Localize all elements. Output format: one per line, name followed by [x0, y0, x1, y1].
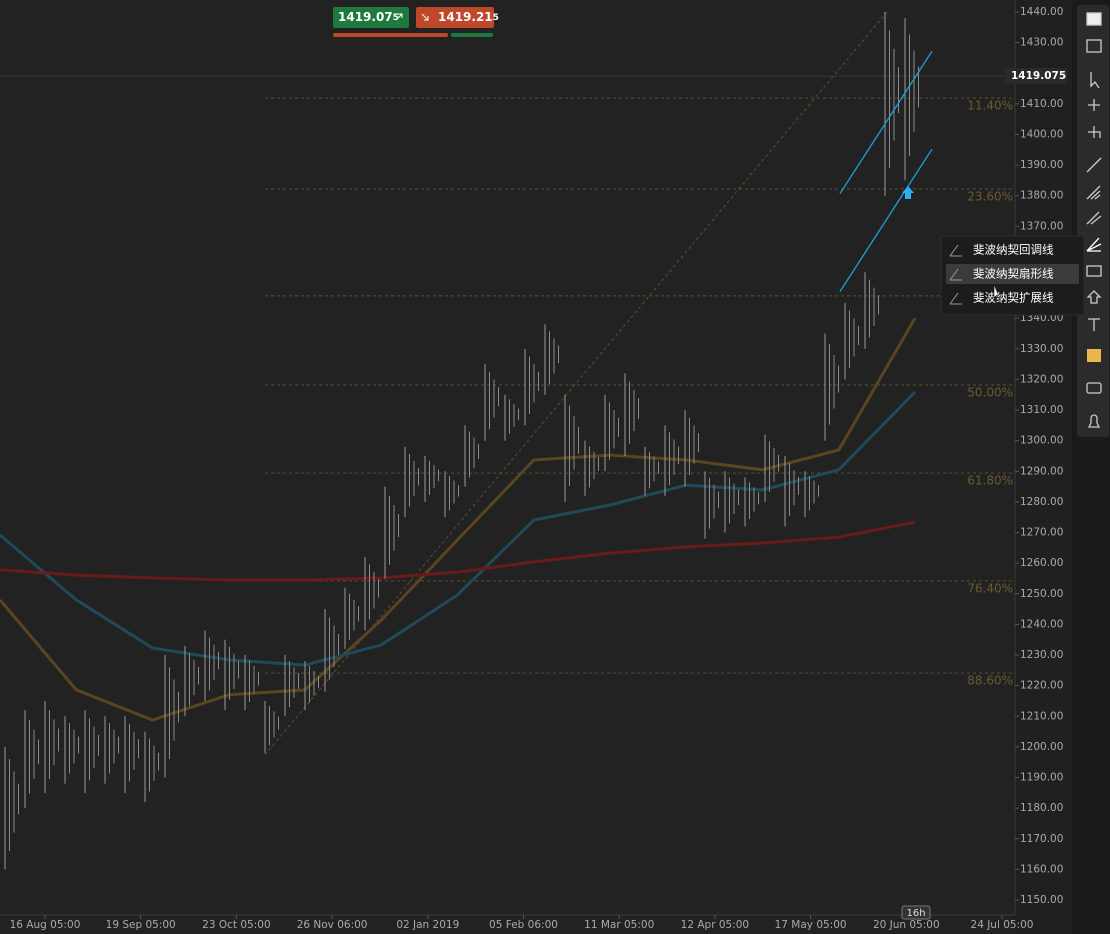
fib-label: 76.40%	[967, 581, 1013, 595]
icon-pitchfork[interactable]	[1086, 211, 1102, 225]
y-tick-label: 1310.00	[1020, 404, 1063, 416]
icon-alert[interactable]	[1087, 414, 1101, 428]
fib-label: 88.60%	[967, 674, 1013, 688]
y-tick-label: 1330.00	[1020, 343, 1063, 355]
moving-average	[0, 390, 917, 667]
x-tick-label: 23 Oct 05:00	[202, 919, 270, 931]
x-tick-label: 16 Aug 05:00	[10, 919, 81, 931]
sell-bar	[333, 33, 448, 37]
ask-main: 1419.21	[438, 10, 493, 24]
x-tick-label: 12 Apr 05:00	[681, 919, 749, 931]
menu-icon	[949, 292, 962, 305]
menu-item[interactable]: 斐波纳契扩展线	[973, 291, 1054, 305]
ask-box[interactable]	[416, 7, 494, 28]
y-tick-label: 1200.00	[1020, 741, 1063, 753]
time-marker-box	[901, 905, 931, 920]
y-tick-label: 1240.00	[1020, 618, 1063, 630]
fib-label: 50.00%	[967, 385, 1013, 399]
icon-line[interactable]	[1086, 157, 1102, 173]
x-tick-label: 05 Feb 06:00	[489, 919, 558, 931]
icon-camera[interactable]	[1086, 382, 1102, 394]
y-tick-label: 1380.00	[1020, 190, 1063, 202]
y-tick-label: 1150.00	[1020, 894, 1063, 906]
y-tick-label: 1180.00	[1020, 802, 1063, 814]
toolbar-icons[interactable]	[1086, 12, 1102, 428]
y-tick-label: 1440.00	[1020, 6, 1063, 18]
signal-arrow	[902, 186, 914, 199]
y-tick-label: 1260.00	[1020, 557, 1063, 569]
current-price-label: 1419.075	[1011, 70, 1066, 82]
icon-crosshair[interactable]	[1088, 99, 1100, 111]
menu-item[interactable]: 斐波纳契扇形线	[973, 267, 1054, 281]
fib-label: 23.60%	[967, 189, 1013, 203]
bid-main: 1419.07	[338, 10, 393, 24]
icon-window[interactable]	[1086, 12, 1102, 26]
plot: 1440.001430.001420.001410.001400.001390.…	[0, 6, 1063, 931]
x-tick-label: 24 Jul 05:00	[971, 919, 1034, 931]
icon-channel[interactable]	[1086, 185, 1101, 200]
menu-highlight	[946, 264, 1079, 284]
moving-average	[0, 317, 917, 722]
buy-bar	[451, 33, 493, 37]
y-tick-label: 1250.00	[1020, 588, 1063, 600]
moving-average	[0, 520, 916, 582]
y-tick-label: 1280.00	[1020, 496, 1063, 508]
y-tick-label: 1190.00	[1020, 772, 1063, 784]
icon-cursor[interactable]	[1090, 72, 1100, 89]
icon-fib[interactable]	[1086, 237, 1102, 252]
menu-item[interactable]: 斐波纳契回调线	[973, 243, 1054, 257]
icon-note[interactable]	[1087, 349, 1101, 362]
y-tick-label: 1300.00	[1020, 435, 1063, 447]
y-tick-label: 1400.00	[1020, 128, 1063, 140]
up-icon	[395, 13, 403, 21]
y-tick-label: 1270.00	[1020, 527, 1063, 539]
y-tick-label: 1160.00	[1020, 863, 1063, 875]
x-tick-label: 26 Nov 06:00	[297, 919, 368, 931]
bid-pip: 5	[393, 13, 399, 23]
price-axis	[1015, 0, 1072, 934]
y-tick-label: 1410.00	[1020, 98, 1063, 110]
x-tick-label: 02 Jan 2019	[396, 919, 459, 931]
x-tick-label: 17 May 05:00	[775, 919, 847, 931]
y-tick-label: 1210.00	[1020, 710, 1063, 722]
icon-text[interactable]	[1088, 318, 1100, 331]
x-tick-label: 19 Sep 05:00	[106, 919, 176, 931]
bid-box[interactable]	[333, 7, 409, 28]
icon-layout[interactable]	[1086, 39, 1102, 53]
mouse-cursor	[993, 285, 1001, 301]
y-tick-label: 1220.00	[1020, 680, 1063, 692]
channel-line	[839, 50, 933, 194]
down-icon	[421, 13, 429, 21]
fib-label: 11.40%	[967, 99, 1013, 113]
y-tick-label: 1390.00	[1020, 159, 1063, 171]
bid-price: 1419.075	[338, 10, 399, 24]
y-tick-label: 1430.00	[1020, 37, 1063, 49]
ask-pip: 5	[493, 13, 499, 23]
y-tick-label: 1170.00	[1020, 833, 1063, 845]
overlay: 1419.075 1419.215 16h 斐波纳契回调线斐波纳契扇形线斐波纳契…	[333, 7, 1085, 920]
menu-icon	[949, 268, 962, 281]
current-price-box	[1005, 68, 1067, 85]
icon-arrow[interactable]	[1086, 290, 1102, 304]
y-tick-label: 1320.00	[1020, 373, 1063, 385]
ask-price: 1419.215	[438, 10, 499, 24]
x-tick-label: 11 Mar 05:00	[584, 919, 654, 931]
fib-label: 61.80%	[967, 474, 1013, 488]
channel-line	[839, 148, 933, 292]
icon-rect[interactable]	[1086, 265, 1102, 277]
y-tick-label: 1290.00	[1020, 465, 1063, 477]
time-marker: 16h	[906, 908, 925, 919]
toolbar-panel	[1077, 5, 1109, 437]
x-tick-label: 20 Jun 05:00	[873, 919, 940, 931]
y-tick-label: 1230.00	[1020, 649, 1063, 661]
menu-icon	[949, 244, 962, 257]
icon-measure[interactable]	[1088, 126, 1101, 138]
y-tick-label: 1370.00	[1020, 220, 1063, 232]
